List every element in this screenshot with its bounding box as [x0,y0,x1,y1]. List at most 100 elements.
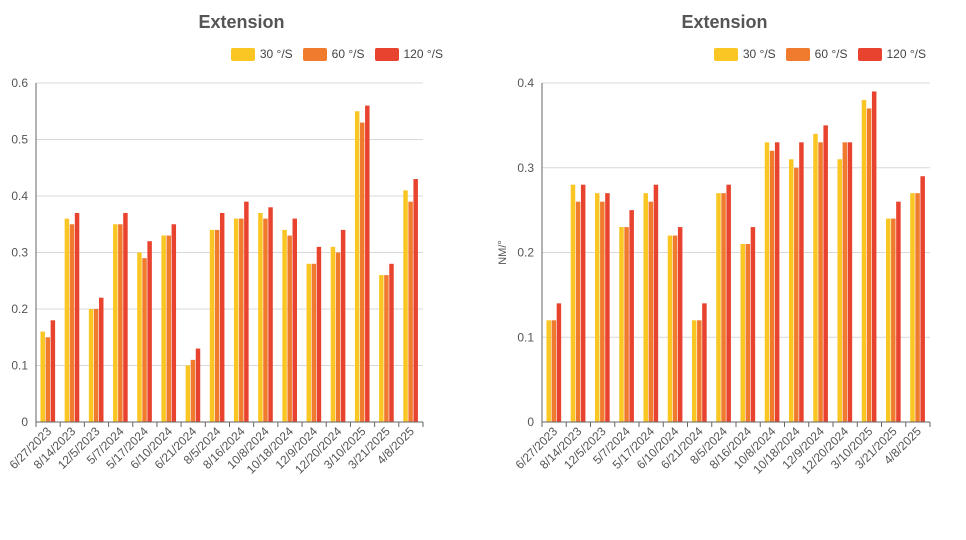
bar [233,218,239,422]
bar [672,235,678,422]
bar [330,246,336,422]
bar [691,320,697,422]
bar [697,320,702,422]
bar [624,227,629,422]
bar [546,320,551,422]
bar [147,241,152,422]
bar [837,159,842,422]
chart-panel-left: Extension 30 °/S 60 °/S 120 °/S 0 0.1 0.2 0… [7,12,444,477]
bar [619,227,624,422]
bar [842,142,848,422]
legend-swatch [230,47,255,61]
bar [605,193,610,422]
bar [244,201,249,422]
y-tick-label: 0.2 [11,302,28,316]
bar [667,235,673,422]
bar [774,142,780,422]
legend-item-30[interactable]: 30 °/S [230,47,293,61]
bar [137,252,142,422]
bar [185,365,191,422]
bar [268,207,273,422]
bar [311,263,317,422]
legend-swatch [785,47,810,61]
bar [195,348,201,422]
bar [99,297,104,422]
bar [910,193,915,422]
bar [750,227,756,422]
y-tick-label: 0.3 [11,246,28,260]
bar [769,150,775,423]
bar [219,212,225,422]
bar [113,224,118,422]
bar [716,193,721,422]
bar [171,224,177,422]
legend-item-120[interactable]: 120 °/S [857,47,927,61]
bar [813,133,818,422]
bar [575,201,581,422]
bar [861,99,867,422]
legend-item-60[interactable]: 60 °/S [302,47,365,61]
legend-swatch [374,47,399,61]
bar [209,229,215,422]
bar [263,218,268,422]
bar [306,263,312,422]
legend: 30 °/S 60 °/S 120 °/S [713,47,927,61]
bar [818,142,823,422]
legend-label: 120 °/S [403,47,444,61]
bar [891,218,896,422]
bar [915,193,920,422]
bar [316,246,322,422]
bar [648,201,654,422]
y-tick-label: 0.6 [11,76,28,90]
bar [292,218,297,422]
legend-swatch [857,47,882,61]
bar-chart-plot: 00.10.20.30.40.50.66/27/20238/14/202312/… [7,76,424,477]
bar [239,218,244,422]
bar [384,275,389,422]
legend-item-60[interactable]: 60 °/S [785,47,848,61]
bar [282,229,287,422]
bar [161,235,166,422]
legend-label: 120 °/S [886,47,927,61]
bar [764,142,770,422]
bar-chart-plot: 00.10.20.30.4NM/°6/27/20238/14/202312/5/… [497,76,931,477]
bar [335,252,341,422]
bar [920,176,925,422]
y-tick-label: 0.4 [11,189,28,203]
y-tick-label: 0.3 [517,161,534,175]
bar [794,167,799,422]
bar [64,218,70,422]
bar [847,142,853,422]
legend-item-120[interactable]: 120 °/S [374,47,444,61]
bar [721,193,726,422]
bar [50,320,56,422]
chart-title: Extension [681,12,768,32]
bar [643,193,648,422]
bar [88,309,94,422]
bar [389,263,394,422]
bar [413,179,418,422]
legend: 30 °/S 60 °/S 120 °/S [230,47,444,61]
bar [871,91,877,422]
bar [677,227,683,422]
bar [629,210,634,422]
bar [896,201,901,422]
bar [142,258,147,422]
bar [123,212,128,422]
legend-swatch [713,47,738,61]
legend-swatch [302,47,327,61]
bar [570,184,576,422]
bar [740,244,745,422]
bar [866,108,872,423]
y-tick-label: 0 [21,415,28,429]
bar [403,190,408,422]
bar [340,229,346,422]
legend-label: 60 °/S [814,47,848,61]
bar [600,201,605,422]
bar [287,235,292,422]
legend-item-30[interactable]: 30 °/S [713,47,776,61]
bar [745,244,751,422]
bar [551,320,557,422]
y-tick-label: 0.1 [11,359,28,373]
bar [702,303,707,422]
